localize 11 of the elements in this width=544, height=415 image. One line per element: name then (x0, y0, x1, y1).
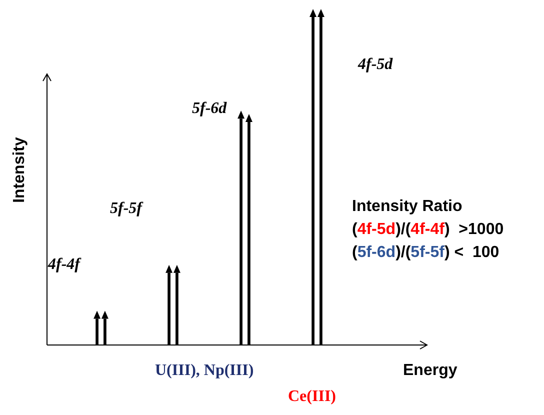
annotation: 5f-6d (192, 100, 227, 117)
annotation: 5f-5f (110, 200, 142, 217)
annotation: Intensity Ratio (352, 198, 462, 215)
text: Ce(III) (288, 388, 336, 405)
text: 4f-5d (358, 56, 393, 73)
annotation: (5f-6d)/(5f-5f) < 100 (352, 244, 500, 261)
text: U(III), Np(III) (155, 362, 254, 379)
annotation: 4f-4f (48, 256, 80, 273)
annotation: (4f-5d)/(4f-4f) >1000 (352, 221, 504, 238)
y-axis-title: Intensity (11, 137, 29, 203)
x-axis-title: Energy (403, 362, 458, 380)
